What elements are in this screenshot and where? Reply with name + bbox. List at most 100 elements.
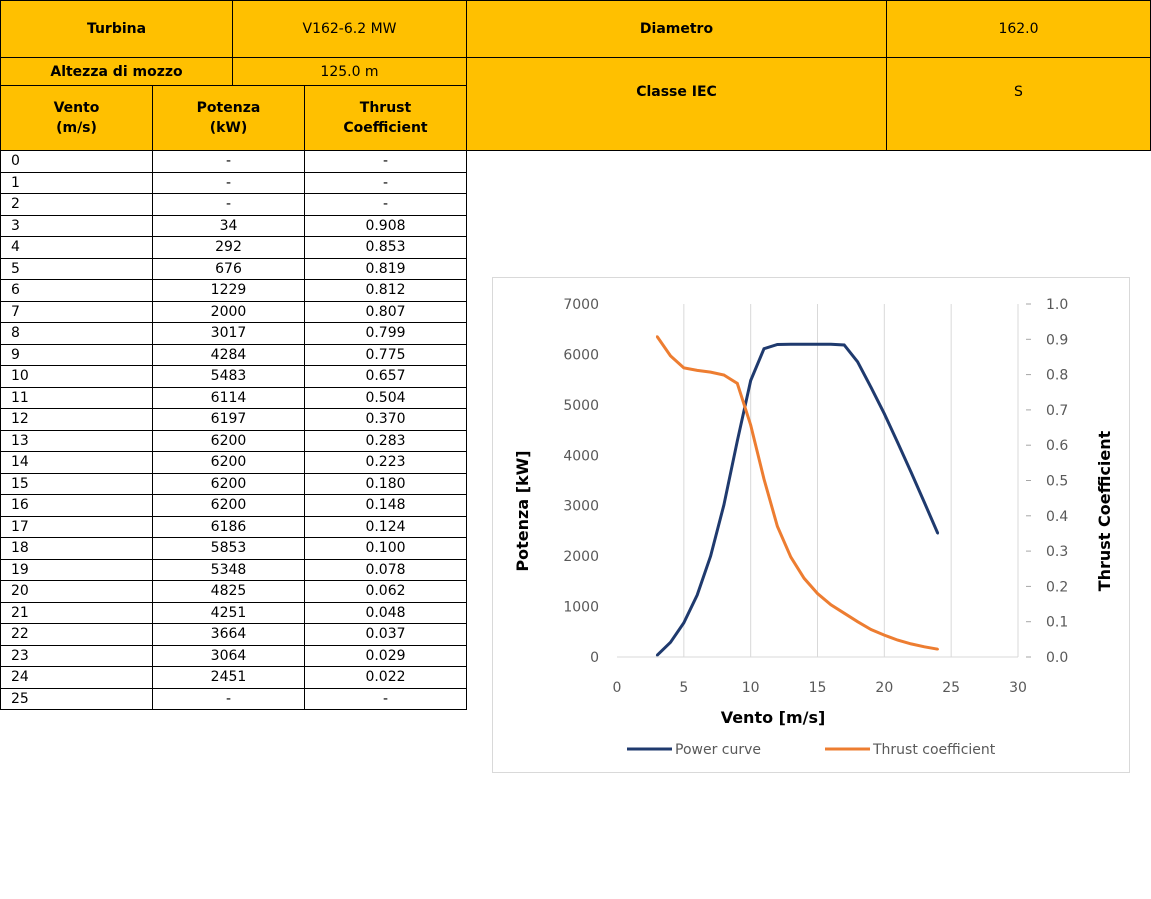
thrust-point	[816, 592, 819, 595]
cell-potenza: 4825	[152, 580, 305, 603]
cell-vento: 9	[0, 343, 153, 366]
cell-thrust: 0.283	[304, 429, 467, 452]
cell-thrust: 0.812	[304, 279, 467, 302]
cell-potenza: 1229	[152, 279, 305, 302]
power-point	[722, 503, 726, 507]
cell-thrust: 0.504	[304, 386, 467, 409]
cell-potenza: 6200	[152, 472, 305, 495]
cell-vento: 16	[0, 494, 153, 517]
cell-thrust: 0.148	[304, 494, 467, 517]
altezza-label: Altezza di mozzo	[0, 57, 233, 86]
y2-tick-label: 0.8	[1046, 368, 1068, 384]
cell-thrust: 0.037	[304, 623, 467, 646]
power-point	[909, 471, 913, 474]
x-axis-label: Vento [m/s]	[721, 708, 826, 727]
cell-thrust: -	[304, 150, 467, 173]
cell-vento: 14	[0, 451, 153, 474]
cell-vento: 15	[0, 472, 153, 495]
y-tick-label: 3000	[563, 499, 599, 515]
y-tick-label: 1000	[563, 600, 599, 616]
classe-value: S	[886, 57, 1151, 151]
power-point	[669, 641, 672, 644]
thrust-point	[802, 577, 806, 580]
cell-potenza: 3064	[152, 644, 305, 667]
cell-potenza: 5348	[152, 558, 305, 581]
thrust-point	[923, 645, 926, 648]
cell-potenza: 2451	[152, 666, 305, 689]
chart-legend: Power curve Thrust coefficient	[627, 742, 996, 758]
cell-potenza: 2000	[152, 300, 305, 323]
cell-thrust: 0.223	[304, 451, 467, 474]
y2-tick-label: 1.0	[1046, 297, 1068, 313]
thrust-point	[909, 642, 913, 646]
col-header-thrust: Thrust Coefficient	[304, 85, 467, 151]
power-point	[843, 343, 846, 347]
legend-power-label: Power curve	[675, 742, 761, 758]
cell-thrust: 0.062	[304, 580, 467, 603]
cell-thrust: 0.370	[304, 408, 467, 431]
power-point	[789, 343, 792, 346]
thrust-coefficient-line	[655, 335, 939, 651]
x-tick-label: 15	[809, 680, 827, 696]
cell-vento: 11	[0, 386, 153, 409]
cell-vento: 3	[0, 214, 153, 237]
cell-vento: 24	[0, 666, 153, 689]
cell-thrust: 0.100	[304, 537, 467, 560]
turbina-value: V162-6.2 MW	[232, 0, 467, 58]
thrust-point	[829, 603, 833, 606]
thrust-point	[869, 628, 873, 631]
cell-thrust: 0.124	[304, 515, 467, 538]
thrust-point	[789, 555, 792, 559]
cell-vento: 13	[0, 429, 153, 452]
thrust-point	[776, 525, 779, 528]
cell-potenza: 6200	[152, 451, 305, 474]
power-point	[762, 347, 766, 350]
cell-thrust: 0.853	[304, 236, 467, 259]
power-point	[923, 501, 926, 504]
y-tick-label: 0	[590, 650, 599, 666]
cell-potenza: -	[152, 150, 305, 173]
y-axis-label: Potenza [kW]	[513, 450, 532, 571]
cell-thrust: 0.819	[304, 257, 467, 280]
y2-tick-label: 0.2	[1046, 579, 1068, 595]
cell-vento: 1	[0, 171, 153, 194]
chart-grid	[617, 304, 1019, 658]
cell-potenza: 4284	[152, 343, 305, 366]
cell-potenza: 4251	[152, 601, 305, 624]
power-point	[829, 343, 833, 346]
col-header-potenza: Potenza (kW)	[152, 85, 305, 151]
cell-vento: 21	[0, 601, 153, 624]
altezza-value: 125.0 m	[232, 57, 467, 86]
thrust-point	[722, 373, 726, 377]
cell-potenza: 292	[152, 236, 305, 259]
power-point	[883, 412, 886, 415]
cell-thrust: -	[304, 687, 467, 710]
cell-thrust: -	[304, 171, 467, 194]
power-point	[655, 654, 659, 657]
cell-vento: 0	[0, 150, 153, 173]
power-point	[682, 621, 686, 625]
cell-vento: 12	[0, 408, 153, 431]
y-axis-ticks: 0 1000 2000 3000 4000 5000 6000 7000	[563, 297, 599, 666]
thrust-point	[682, 366, 686, 370]
y2-axis-label: Thrust Coefficient	[1095, 430, 1114, 591]
power-point	[749, 379, 752, 382]
y2-axis-ticks: 0.0 0.1 0.2 0.3 0.4 0.5 0.6 0.7 0.8 0.9 1.0	[1026, 297, 1068, 666]
thrust-point	[896, 638, 899, 642]
y2-tick-label: 0.0	[1046, 650, 1068, 666]
cell-thrust: 0.022	[304, 666, 467, 689]
cell-vento: 18	[0, 537, 153, 560]
thrust-point	[843, 612, 846, 615]
cell-vento: 22	[0, 623, 153, 646]
y2-tick-label: 0.5	[1046, 474, 1068, 490]
diametro-value: 162.0	[886, 0, 1151, 58]
cell-thrust: 0.029	[304, 644, 467, 667]
power-point	[869, 386, 873, 389]
cell-potenza: 676	[152, 257, 305, 280]
thrust-point	[856, 620, 859, 623]
power-point	[776, 343, 779, 346]
cell-thrust: 0.775	[304, 343, 467, 366]
cell-vento: 6	[0, 279, 153, 302]
power-point	[896, 441, 899, 444]
cell-potenza: 3664	[152, 623, 305, 646]
